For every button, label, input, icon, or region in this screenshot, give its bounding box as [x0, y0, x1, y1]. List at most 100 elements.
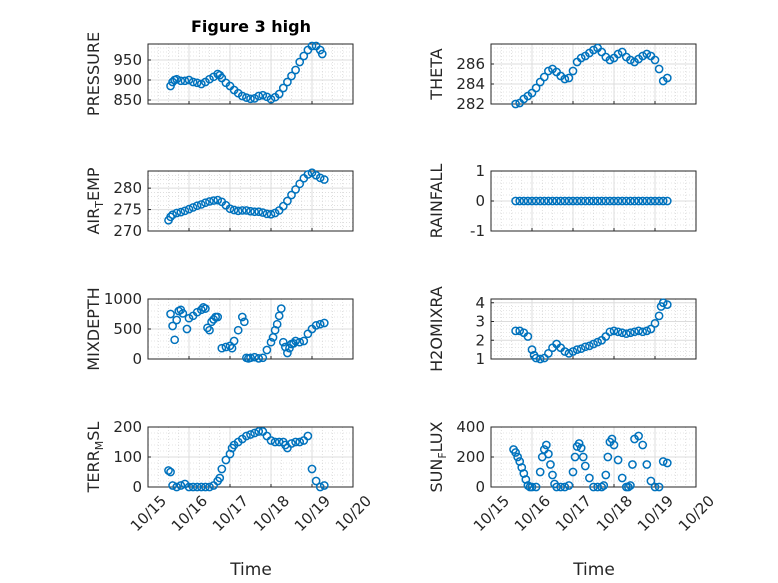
data-point: [205, 325, 214, 335]
data-point: [246, 353, 255, 363]
data-point: [287, 439, 296, 448]
x-axis-label-right: Time: [572, 560, 615, 580]
data-point: [535, 467, 545, 477]
axes-frame: [490, 170, 697, 232]
data-point: [662, 300, 672, 309]
data-point: [172, 315, 182, 325]
x-tick-label: 10/17: [209, 492, 252, 535]
data-point: [662, 196, 672, 206]
data-point: [535, 196, 545, 206]
data-point: [597, 482, 607, 492]
data-point: [542, 440, 551, 450]
data-point: [654, 64, 664, 74]
data-point: [613, 455, 623, 465]
x-tick-label: 10/20: [332, 492, 375, 535]
data-point: [617, 196, 627, 206]
data-point: [658, 196, 668, 206]
data-point: [229, 205, 239, 215]
data-point: [254, 354, 264, 363]
data-point: [638, 327, 648, 337]
data-point: [642, 196, 652, 206]
y-tick-label: 1: [475, 350, 485, 368]
data-point: [624, 482, 633, 492]
panel-sun: 0 200 400 SUNFLUX 10/1510/1610/1710/1810/191…: [427, 418, 718, 535]
data-point: [203, 323, 212, 333]
data-point: [242, 431, 251, 441]
data-point: [258, 353, 268, 363]
data-point: [568, 467, 578, 477]
panel-rainfall: -1 0 1 RAINFALL: [427, 162, 697, 240]
data-point: [188, 482, 198, 492]
data-point: [240, 317, 249, 327]
y-tick-label: 0: [475, 192, 485, 210]
data-point: [270, 437, 280, 447]
data-point: [287, 190, 296, 200]
data-point: [172, 482, 182, 492]
data-point: [184, 204, 194, 214]
x-tick-label: 10/17: [552, 492, 595, 535]
data-point: [544, 349, 553, 358]
x-tick-label: 10/16: [511, 492, 554, 535]
data-point: [605, 327, 615, 337]
data-point: [291, 437, 300, 447]
data-point: [609, 440, 619, 450]
y-tick-label: 275: [113, 201, 142, 219]
data-point: [564, 73, 574, 83]
y-tick-label: 900: [113, 71, 142, 89]
data-point: [531, 196, 541, 206]
y-axis-label: RAINFALL: [427, 164, 446, 239]
data-point: [642, 49, 652, 59]
panel-air: 270 275 280 AIRTEMP: [84, 167, 354, 240]
data-point: [650, 319, 660, 328]
data-point: [621, 196, 631, 206]
data-point: [246, 206, 255, 216]
data-point: [168, 321, 177, 331]
y-axis-label: MIXDEPTH: [84, 287, 103, 370]
data-point: [638, 196, 648, 206]
data-point: [564, 481, 574, 490]
data-point: [605, 55, 615, 65]
data-point: [225, 204, 235, 214]
data-point: [511, 99, 520, 109]
data-point: [254, 207, 264, 217]
data-point: [213, 195, 223, 205]
data-point: [258, 208, 268, 217]
axes-frame: [147, 426, 354, 488]
y-tick-label: 3: [475, 313, 485, 331]
data-point: [617, 473, 627, 483]
data-point: [531, 83, 541, 93]
data-point: [572, 345, 582, 354]
data-point: [184, 75, 194, 85]
data-point: [576, 344, 586, 354]
y-tick-label: 200: [456, 448, 485, 466]
data-point: [560, 347, 570, 356]
data-point: [176, 207, 186, 217]
data-point: [560, 482, 570, 492]
data-point: [182, 324, 192, 334]
data-point: [552, 196, 561, 206]
x-tick-label: 10/18: [250, 492, 293, 535]
x-tick-label: 10/15: [127, 492, 170, 535]
data-point: [303, 170, 313, 179]
data-point: [531, 353, 541, 363]
data-point: [519, 196, 529, 206]
data-point: [291, 185, 300, 194]
data-point: [233, 206, 243, 216]
data-point: [246, 430, 255, 439]
y-tick-label: 0: [475, 478, 485, 496]
data-point: [626, 328, 635, 338]
data-point: [311, 476, 321, 486]
data-point: [630, 196, 639, 206]
data-point: [628, 460, 637, 469]
data-point: [593, 196, 602, 206]
data-point: [192, 482, 202, 492]
data-point: [262, 209, 272, 219]
y-axis-label: PRESSURE: [84, 32, 103, 116]
y-tick-label: 200: [113, 418, 142, 436]
data-point: [634, 196, 643, 206]
x-tick-label: 10/19: [291, 492, 334, 535]
data-point: [638, 51, 648, 61]
y-tick-label: 850: [113, 91, 142, 109]
y-tick-label: 282: [456, 95, 485, 113]
